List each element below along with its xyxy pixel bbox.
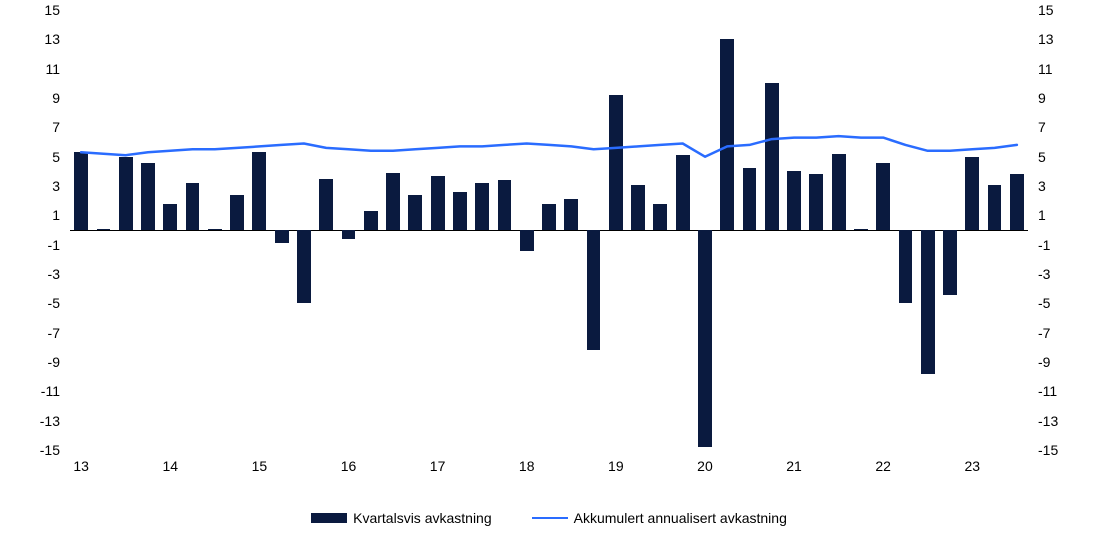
y-axis-tick-left: 13 — [0, 31, 60, 47]
y-axis-tick-left: -7 — [0, 325, 60, 341]
y-axis-tick-right: 9 — [1038, 90, 1046, 106]
x-axis-year-label: 13 — [73, 458, 89, 474]
x-axis-year-label: 16 — [341, 458, 357, 474]
returns-chart: 1515131311119977553311-1-1-3-3-5-5-7-7-9… — [0, 0, 1098, 556]
y-axis-tick-right: 3 — [1038, 178, 1046, 194]
y-axis-tick-left: -3 — [0, 266, 60, 282]
y-axis-tick-left: 9 — [0, 90, 60, 106]
y-axis-tick-left: -15 — [0, 442, 60, 458]
x-axis-year-label: 14 — [162, 458, 178, 474]
y-axis-tick-left: -5 — [0, 295, 60, 311]
x-axis-year-label: 21 — [786, 458, 802, 474]
y-axis-tick-right: 5 — [1038, 149, 1046, 165]
y-axis-tick-left: 11 — [0, 61, 60, 77]
y-axis-tick-left: 5 — [0, 149, 60, 165]
y-axis-tick-right: -3 — [1038, 266, 1050, 282]
y-axis-tick-right: -13 — [1038, 413, 1058, 429]
x-axis-year-label: 15 — [252, 458, 268, 474]
x-axis-year-label: 20 — [697, 458, 713, 474]
legend-bar-swatch — [311, 513, 347, 523]
y-axis-tick-left: -11 — [0, 383, 60, 399]
x-axis-year-label: 17 — [430, 458, 446, 474]
x-axis-year-label: 19 — [608, 458, 624, 474]
y-axis-tick-right: -11 — [1038, 383, 1057, 399]
y-axis-tick-left: 3 — [0, 178, 60, 194]
y-axis-tick-right: -9 — [1038, 354, 1050, 370]
y-axis-tick-left: -13 — [0, 413, 60, 429]
y-axis-tick-left: -9 — [0, 354, 60, 370]
y-axis-tick-right: 13 — [1038, 31, 1054, 47]
plot-area — [70, 10, 1028, 450]
y-axis-tick-left: 1 — [0, 207, 60, 223]
y-axis-tick-right: 1 — [1038, 207, 1046, 223]
line-series — [70, 10, 1028, 450]
y-axis-tick-right: -1 — [1038, 237, 1050, 253]
y-axis-tick-right: 15 — [1038, 2, 1054, 18]
y-axis-tick-left: 15 — [0, 2, 60, 18]
legend-label: Kvartalsvis avkastning — [353, 510, 492, 526]
legend-line-swatch — [532, 517, 568, 519]
y-axis-tick-right: 7 — [1038, 119, 1046, 135]
x-axis-year-label: 22 — [875, 458, 891, 474]
y-axis-tick-right: -5 — [1038, 295, 1050, 311]
x-axis-year-label: 18 — [519, 458, 535, 474]
legend-item: Kvartalsvis avkastning — [311, 510, 492, 526]
y-axis-tick-right: 11 — [1038, 61, 1053, 77]
legend-label: Akkumulert annualisert avkastning — [574, 510, 787, 526]
y-axis-tick-right: -7 — [1038, 325, 1050, 341]
y-axis-tick-right: -15 — [1038, 442, 1058, 458]
legend: Kvartalsvis avkastning Akkumulert annuali… — [0, 510, 1098, 526]
x-axis-year-label: 23 — [965, 458, 981, 474]
y-axis-tick-left: 7 — [0, 119, 60, 135]
y-axis-tick-left: -1 — [0, 237, 60, 253]
legend-item: Akkumulert annualisert avkastning — [532, 510, 787, 526]
